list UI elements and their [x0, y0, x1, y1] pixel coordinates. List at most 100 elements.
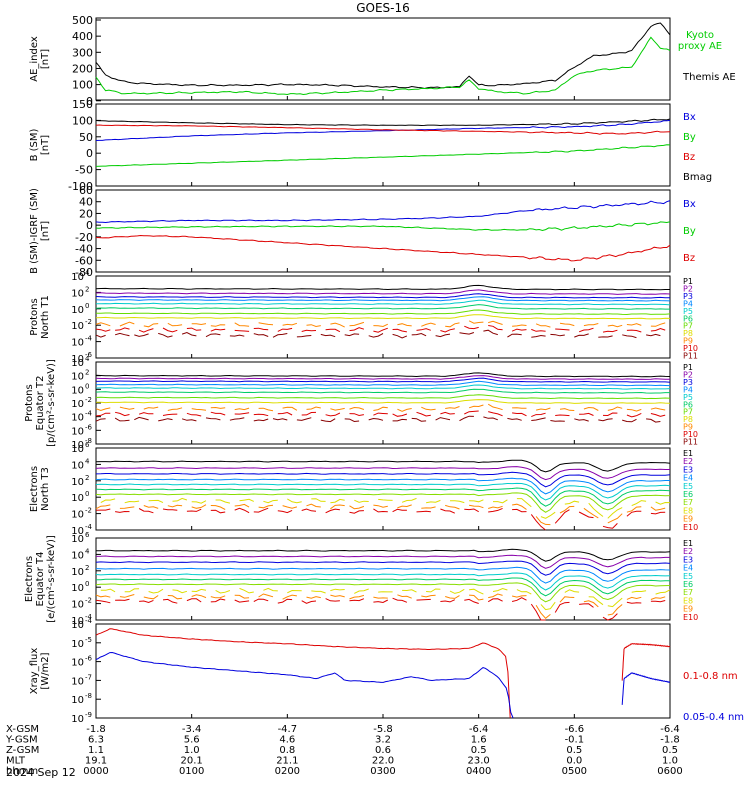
y-tick-exp: 0: [85, 382, 89, 390]
legend-entry: P10: [683, 430, 698, 439]
y-axis-label: B (SM)-IGRF (SM): [29, 188, 40, 274]
y-tick-label: 0: [86, 147, 93, 160]
y-tick-label: 60: [79, 184, 93, 197]
x-row-value: 0.6: [375, 745, 391, 756]
y-tick-exp: -6: [85, 351, 93, 359]
x-row-value: 21.1: [276, 756, 298, 767]
x-row-value: 1.6: [471, 735, 487, 746]
y-tick-exp: -5: [85, 636, 92, 644]
y-tick-label: 10: [71, 600, 84, 611]
y-tick-label: 10: [71, 695, 84, 706]
y-tick-exp: 2: [85, 285, 89, 293]
y-axis-label: [nT]: [40, 135, 51, 155]
legend-entry: P6: [683, 400, 693, 409]
legend-entry: P3: [683, 292, 693, 301]
y-axis-label: [p/(cm²-s-sr-keV)]: [46, 359, 57, 447]
x-row-value: 0.5: [471, 745, 487, 756]
x-row-value: 0.8: [279, 745, 295, 756]
panel-bsm: 150 100 50 0 -50 -100 B (SM) [nT] Bx By Bz Bmag: [29, 98, 712, 193]
y-tick-label: 10: [71, 639, 84, 650]
legend-entry: P5: [683, 307, 693, 316]
band-line: [95, 384, 671, 390]
y-tick-label: 100: [72, 79, 93, 92]
band-line: [95, 372, 671, 378]
legend-entry: E3: [683, 465, 693, 474]
x-row-value: -3.4: [182, 724, 202, 735]
y-tick-label: 10: [71, 444, 84, 455]
y-tick-exp: 2: [85, 564, 89, 572]
y-tick-label: 10: [71, 550, 84, 561]
y-tick-label: 10: [71, 460, 84, 471]
band-line: [95, 284, 670, 291]
y-tick-exp: -8: [85, 692, 92, 700]
band-line: [95, 394, 671, 400]
y-tick-exp: -6: [85, 655, 93, 663]
panel-frame: [95, 189, 671, 273]
y-tick-label: 10: [71, 620, 84, 631]
band-line: [95, 304, 670, 310]
x-row-value: 23.0: [468, 756, 490, 767]
legend-entry: E5: [683, 482, 693, 491]
legend-entry: Bx: [683, 112, 696, 123]
band-line: [95, 487, 671, 507]
band-line: [96, 416, 670, 422]
legend-entry: E8: [683, 596, 693, 605]
y-tick-label: -100: [68, 180, 93, 193]
band-line: [95, 477, 670, 495]
y-tick-label: -40: [75, 243, 93, 256]
y-tick-exp: -2: [85, 318, 92, 326]
x-row-value: -6.4: [660, 724, 680, 735]
y-tick-label: 10: [71, 288, 84, 299]
band-line: [96, 321, 670, 327]
y-tick-exp: -4: [85, 523, 93, 531]
legend-entry: E7: [683, 498, 693, 507]
y-axis-label: [e/(cm²-s-sr-keV)]: [46, 535, 57, 623]
y-axis-label: North T1: [40, 295, 51, 339]
y-axis-label: North T3: [40, 467, 51, 511]
band-line: [95, 309, 671, 316]
y-tick-label: 10: [71, 534, 84, 545]
y-tick-label: 150: [72, 98, 93, 111]
band-line: [96, 330, 670, 338]
x-row-label: hhmm: [6, 766, 38, 777]
series-line: [95, 124, 671, 135]
legend-entry: E10: [683, 523, 698, 532]
series-line: [95, 118, 671, 127]
legend-entry: E1: [683, 539, 693, 548]
x-row-value: 20.1: [181, 756, 203, 767]
legend-entry: P10: [683, 344, 698, 353]
y-tick-label: 10: [71, 583, 84, 594]
legend-entry: By: [683, 132, 696, 143]
x-row-value: 0100: [179, 766, 204, 777]
x-row-value: 22.0: [372, 756, 394, 767]
y-tick-label: -50: [75, 164, 93, 177]
x-row-value: 0000: [83, 766, 108, 777]
x-row-label: Y-GSM: [5, 735, 38, 746]
y-tick-exp: -9: [85, 711, 92, 719]
x-row-value: -1.8: [660, 735, 680, 746]
y-tick-label: 10: [71, 399, 84, 410]
y-tick-exp: -4: [85, 335, 93, 343]
band-line: [95, 399, 671, 404]
legend-entry: Bz: [683, 253, 695, 264]
legend-entry: P11: [683, 438, 698, 447]
legend-entry: P11: [683, 352, 698, 361]
y-tick-label: 10: [71, 426, 84, 437]
legend-entry: P2: [683, 370, 693, 379]
y-tick-label: 40: [79, 196, 93, 209]
x-row-value: -5.8: [373, 724, 393, 735]
x-row-value: 0.5: [662, 745, 678, 756]
series-line: [95, 200, 671, 224]
legend-entry: E2: [683, 457, 693, 466]
legend-entry: E9: [683, 605, 693, 614]
legend-entry: E10: [683, 613, 698, 622]
y-tick-exp: 6: [85, 531, 90, 539]
y-axis-label: Electrons: [29, 466, 40, 512]
x-row-label: Z-GSM: [6, 745, 39, 756]
series-line: [95, 628, 511, 719]
series-line: [95, 119, 671, 141]
